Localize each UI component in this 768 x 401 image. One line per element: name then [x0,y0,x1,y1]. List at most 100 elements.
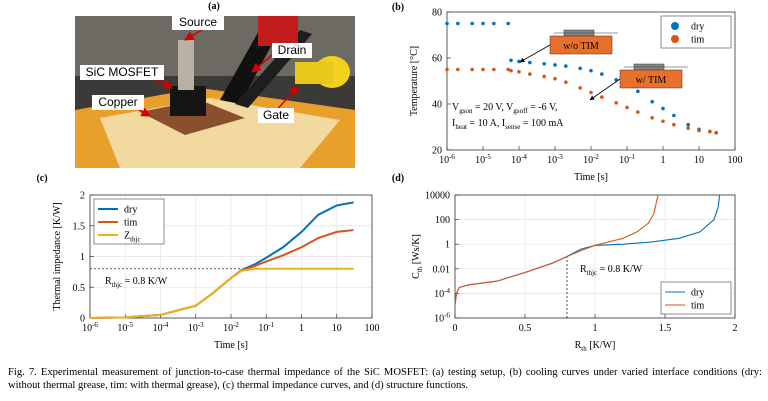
label-box [80,65,164,80]
x-tick-label: 10 [332,323,342,334]
legend-name: dry [124,205,137,216]
x-tick-label: 100 [728,155,743,166]
y-tick-label-base: 10 [434,314,444,325]
y-tick-label: 0.5 [73,283,86,294]
legend-label: dry [691,22,704,33]
data-point [636,110,640,114]
note-part: thjc [112,281,123,289]
x-tick-label: 100 [365,323,380,334]
legend-label: tim [124,218,138,229]
annotation: w/ TIM [636,75,667,86]
x-tick-label-exp: -1 [268,321,274,329]
annotation-arrow [589,78,621,101]
data-point [578,66,582,71]
data-point [578,86,582,90]
x-tick-label-exp: -4 [521,153,527,161]
note-part: = -6 V, [528,102,558,113]
x-tick-label-base: 10 [223,323,233,334]
figure: Source Drain SiC MOSFET Copper Gate (a) … [36,1,743,353]
note-part: I [452,118,455,129]
x-tick-label-exp: -5 [485,153,491,161]
photo-copper [140,100,245,135]
photo-annotation: SiC MOSFET [86,65,159,79]
data-point [542,61,546,66]
photo-annotation: Gate [263,108,289,122]
x-tick-label: 0.5 [519,323,532,334]
data-point [686,122,690,127]
y-tick-label: 20 [432,146,442,157]
series-line [89,267,354,319]
data-point [672,113,676,118]
caption: Fig. 7. Experimental measurement of junc… [8,367,762,391]
data-point [650,99,654,104]
data-point [564,64,568,68]
data-point [614,101,618,105]
plot-frame [446,11,736,151]
panel-label: (b) [392,2,404,13]
data-point [714,130,718,135]
x-axis-label-part: [K/W] [587,340,616,351]
data-point [686,126,690,130]
photo-annotation: Drain [278,43,307,57]
legend-name: tim [691,301,705,312]
note-part: = 10 A, I [467,118,505,129]
x-tick-label-base: 10 [439,155,449,166]
x-tick-label: 10-1 [619,153,635,166]
data-point [650,116,654,120]
annotation: w/o TIM [563,41,599,52]
data-point [456,21,460,26]
y-tick-label: 10000 [425,191,450,202]
x-tick-label: 2 [733,323,738,334]
y-tick-label: 40 [432,100,442,111]
note-part: = 20 V, V [472,102,514,113]
note: Vgson = 20 V, Vgsoff = -6 V, [452,102,557,115]
x-tick-label-base: 10 [547,155,557,166]
arrow [274,85,299,113]
panel-label: (d) [392,173,404,184]
note-part: R [580,264,587,275]
x-tick-label: 1.5 [659,323,672,334]
legend-name-sub: thjc [130,236,141,244]
x-tick-label-base: 10 [117,323,127,334]
photo-annotation: Source [179,15,217,29]
y-tick-label: 1 [445,240,450,251]
x-tick-label: 10-5 [117,321,133,334]
x-axis-label-part: R [575,340,582,351]
photo: Source Drain SiC MOSFET Copper Gate (a) [75,1,355,168]
y-tick-label: 100 [435,215,450,226]
label-box [258,108,294,123]
x-tick-label-exp: -5 [127,321,133,329]
note: Iheat = 10 A, Isense = 100 mA [452,118,564,131]
data-point [528,60,532,65]
x-axis-label: Time [s] [574,172,608,183]
x-tick-label-exp: -2 [233,321,239,329]
data-point [509,58,513,63]
x-tick-label-base: 10 [619,155,629,166]
y-tick-label: 0.01 [433,264,451,275]
legend-label: dry [691,288,704,299]
photo-mosfet [170,86,206,116]
data-point [708,129,712,134]
data-point [661,106,665,111]
plot-frame [454,194,736,319]
x-tick-label: 10-4 [511,153,527,166]
y-tick-label: 60 [432,54,442,65]
y-tick-label-base: 10 [434,289,444,300]
data-point [636,89,640,94]
legend-label: tim [691,301,705,312]
x-tick-label-base: 10 [82,323,92,334]
y-axis-label-part: C [411,272,422,279]
x-tick-label-exp: -6 [92,321,98,329]
x-axis-label-part: th [581,345,587,353]
data-point [506,67,510,72]
data-point [600,72,604,76]
y-axis-label: Cth [Ws/K] [411,234,424,279]
legend-name: tim [124,218,138,229]
x-tick-label-exp: -4 [163,321,169,329]
y-tick-label-exp: -4 [444,287,450,295]
x-tick-label-base: 10 [583,155,593,166]
photo-screw [178,40,194,90]
x-tick-label-exp: -2 [593,153,599,161]
data-point [481,21,485,26]
